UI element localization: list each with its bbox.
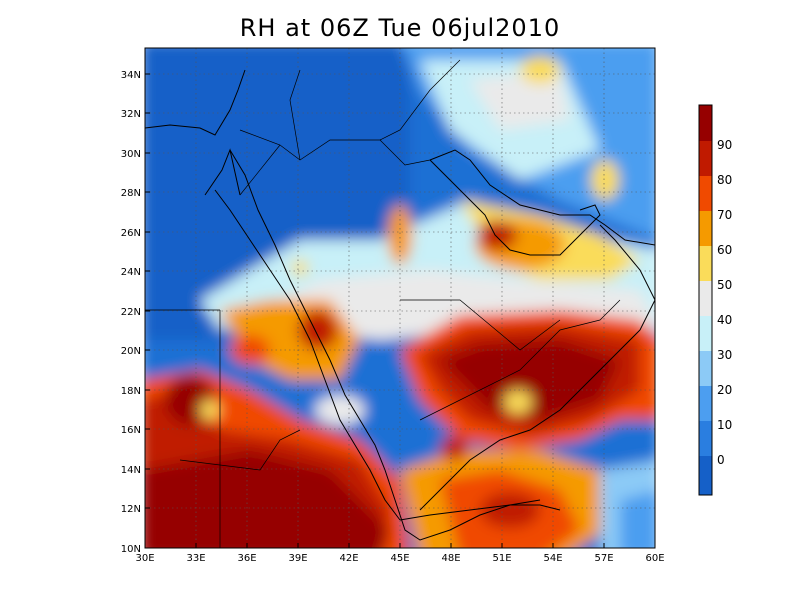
lon-label: 57E <box>594 553 613 564</box>
colorbar-swatch <box>699 246 712 281</box>
country-borders <box>145 59 621 548</box>
colorbar-swatch <box>699 421 712 456</box>
lat-label: 26N <box>121 228 141 239</box>
colorbar-label: 20 <box>717 383 732 397</box>
lon-label: 60E <box>645 553 664 564</box>
colorbar-swatch <box>699 386 712 421</box>
colorbar-label: 80 <box>717 173 732 187</box>
colorbar-swatch <box>699 351 712 386</box>
longitude-labels: 30E 33E 36E 39E 42E 45E 48E 51E 54E 57E … <box>135 553 664 564</box>
map-title: RH at 06Z Tue 06jul2010 <box>239 14 561 42</box>
lon-label: 48E <box>441 553 460 564</box>
lat-label: 30N <box>121 149 141 160</box>
lat-label: 18N <box>121 386 141 397</box>
lat-label: 16N <box>121 425 141 436</box>
colorbar-label: 60 <box>717 243 732 257</box>
coastlines <box>145 69 655 541</box>
colorbar-swatch <box>699 456 712 495</box>
colorbar-swatch <box>699 316 712 351</box>
colorbar-label: 30 <box>717 348 732 362</box>
colorbar-swatch <box>699 105 712 141</box>
rh-field <box>145 48 655 548</box>
colorbar-frame <box>698 104 713 496</box>
lat-label: 20N <box>121 346 141 357</box>
lon-label: 45E <box>390 553 409 564</box>
lat-label: 34N <box>121 70 141 81</box>
colorbar-label: 0 <box>717 453 725 467</box>
colorbar-label: 40 <box>717 313 732 327</box>
colorbar-swatch <box>699 281 712 316</box>
colorbar-swatch <box>699 211 712 246</box>
lon-label: 51E <box>492 553 511 564</box>
axis-ticks <box>145 73 605 548</box>
colorbar-swatch <box>699 141 712 176</box>
lon-label: 30E <box>135 553 154 564</box>
colorbar-label: 90 <box>717 138 732 152</box>
colorbar-swatch <box>699 176 712 211</box>
colorbar-label: 10 <box>717 418 732 432</box>
lon-label: 36E <box>237 553 256 564</box>
lat-label: 24N <box>121 267 141 278</box>
lat-label: 22N <box>121 307 141 318</box>
colorbar-label: 70 <box>717 208 732 222</box>
lon-label: 54E <box>543 553 562 564</box>
latitude-labels: 34N 32N 30N 28N 26N 24N 22N 20N 18N 16N … <box>121 70 141 555</box>
lat-label: 14N <box>121 465 141 476</box>
colorbar-label: 50 <box>717 278 732 292</box>
colorbar: 0 10 20 30 40 50 60 70 80 90 <box>698 104 732 496</box>
lat-label: 32N <box>121 109 141 120</box>
lon-label: 33E <box>186 553 205 564</box>
lat-label: 28N <box>121 188 141 199</box>
lon-label: 39E <box>288 553 307 564</box>
lon-label: 42E <box>339 553 358 564</box>
lat-label: 12N <box>121 504 141 515</box>
lat-label: 10N <box>121 544 141 555</box>
